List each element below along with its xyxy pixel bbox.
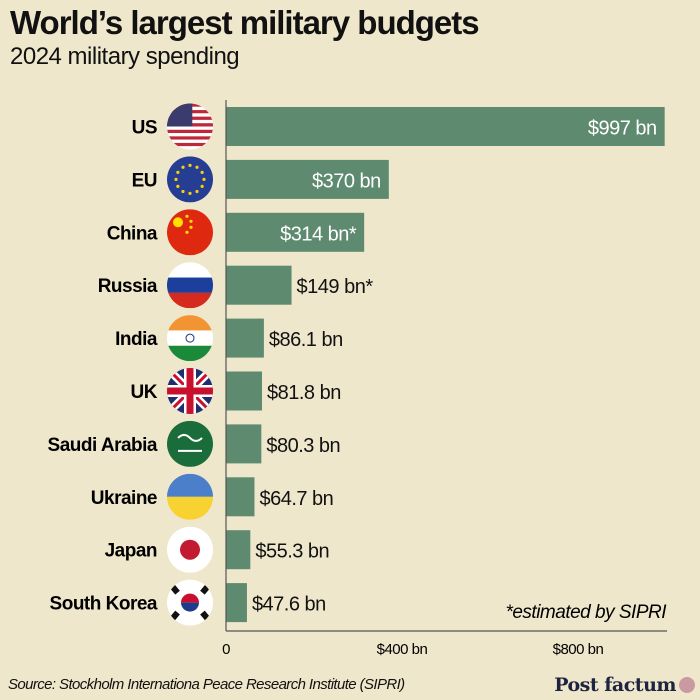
category-label: EU: [132, 170, 157, 191]
data-label: $80.3 bn: [266, 435, 340, 457]
x-tick-label: $400 bn: [377, 641, 428, 658]
ukraine-flag-icon: [167, 473, 213, 520]
uk-flag-icon: [167, 368, 213, 414]
bar: [226, 424, 262, 464]
category-label: China: [107, 223, 158, 244]
annotation: *estimated by SIPRI: [505, 602, 667, 623]
data-label: $997 bn: [588, 118, 657, 140]
category-label: India: [115, 329, 158, 350]
data-label: $81.8 bn: [267, 382, 341, 404]
x-tick-label: $800 bn: [553, 641, 604, 658]
brand-logo: Post factum: [554, 674, 676, 696]
category-label: Japan: [105, 541, 157, 562]
category-label: Ukraine: [91, 488, 157, 509]
bar: [226, 159, 389, 199]
bar: [226, 371, 262, 411]
x-tick-label: 0: [222, 641, 230, 658]
russia-flag-icon: [167, 262, 213, 309]
bar: [226, 530, 251, 570]
category-label: Russia: [98, 276, 158, 297]
japan-flag-icon: [167, 526, 213, 573]
category-label: UK: [131, 382, 158, 403]
south-korea-flag-icon: [167, 579, 213, 626]
data-label: $86.1 bn: [269, 329, 343, 351]
chart-subtitle: 2024 military spending: [10, 43, 240, 70]
data-label: $64.7 bn: [259, 488, 333, 510]
china-flag-icon: [167, 209, 213, 256]
eu-flag-icon: [167, 156, 213, 203]
brand-icon: [679, 677, 695, 693]
bar: [226, 477, 255, 517]
source-note: Source: Stockholm Internationa Peace Res…: [8, 676, 405, 693]
bar: [226, 212, 365, 252]
bar: [226, 583, 247, 623]
us-flag-icon: [167, 103, 213, 150]
data-label: $314 bn*: [280, 223, 357, 245]
category-label: South Korea: [50, 594, 158, 615]
chart-title: World’s largest military budgets: [10, 4, 480, 41]
bar: [226, 318, 264, 358]
data-label: $55.3 bn: [255, 541, 329, 563]
data-label: $370 bn: [312, 170, 381, 192]
india-flag-icon: [167, 315, 213, 362]
data-label: $149 bn*: [297, 276, 374, 298]
saudi-arabia-flag-icon: [167, 420, 213, 467]
data-label: $47.6 bn: [252, 594, 326, 616]
category-label: US: [132, 118, 157, 139]
bar: [226, 107, 665, 146]
bar: [226, 265, 292, 305]
category-label: Saudi Arabia: [48, 435, 158, 456]
